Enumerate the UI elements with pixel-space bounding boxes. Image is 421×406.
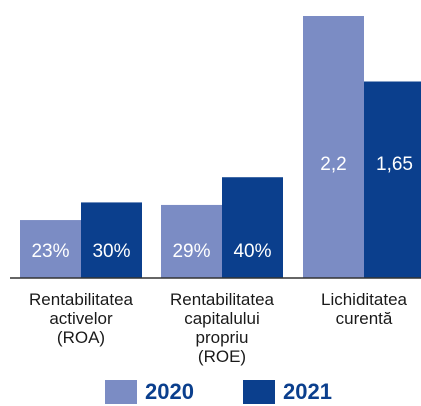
legend-label: 2020 [145,379,194,404]
data-label: 1,65 [376,154,413,175]
legend-swatch [105,380,137,404]
legend-swatch [243,380,275,404]
category-label: Rentabilitatea activelor (ROA) [29,290,133,347]
data-label: 2,2 [320,154,346,175]
legend-label: 2021 [283,379,332,404]
bar [81,202,142,278]
bar [222,177,283,278]
data-label: 29% [172,241,210,262]
data-label: 23% [31,241,69,262]
category-label: Rentabilitatea capitalului propriu (ROE) [170,290,274,366]
bar [20,220,81,278]
bar [161,204,222,278]
data-label: 40% [233,241,271,262]
data-label: 30% [92,241,130,262]
bar [303,16,364,278]
category-label: Lichiditatea curentă [320,290,407,328]
bar [364,81,421,278]
